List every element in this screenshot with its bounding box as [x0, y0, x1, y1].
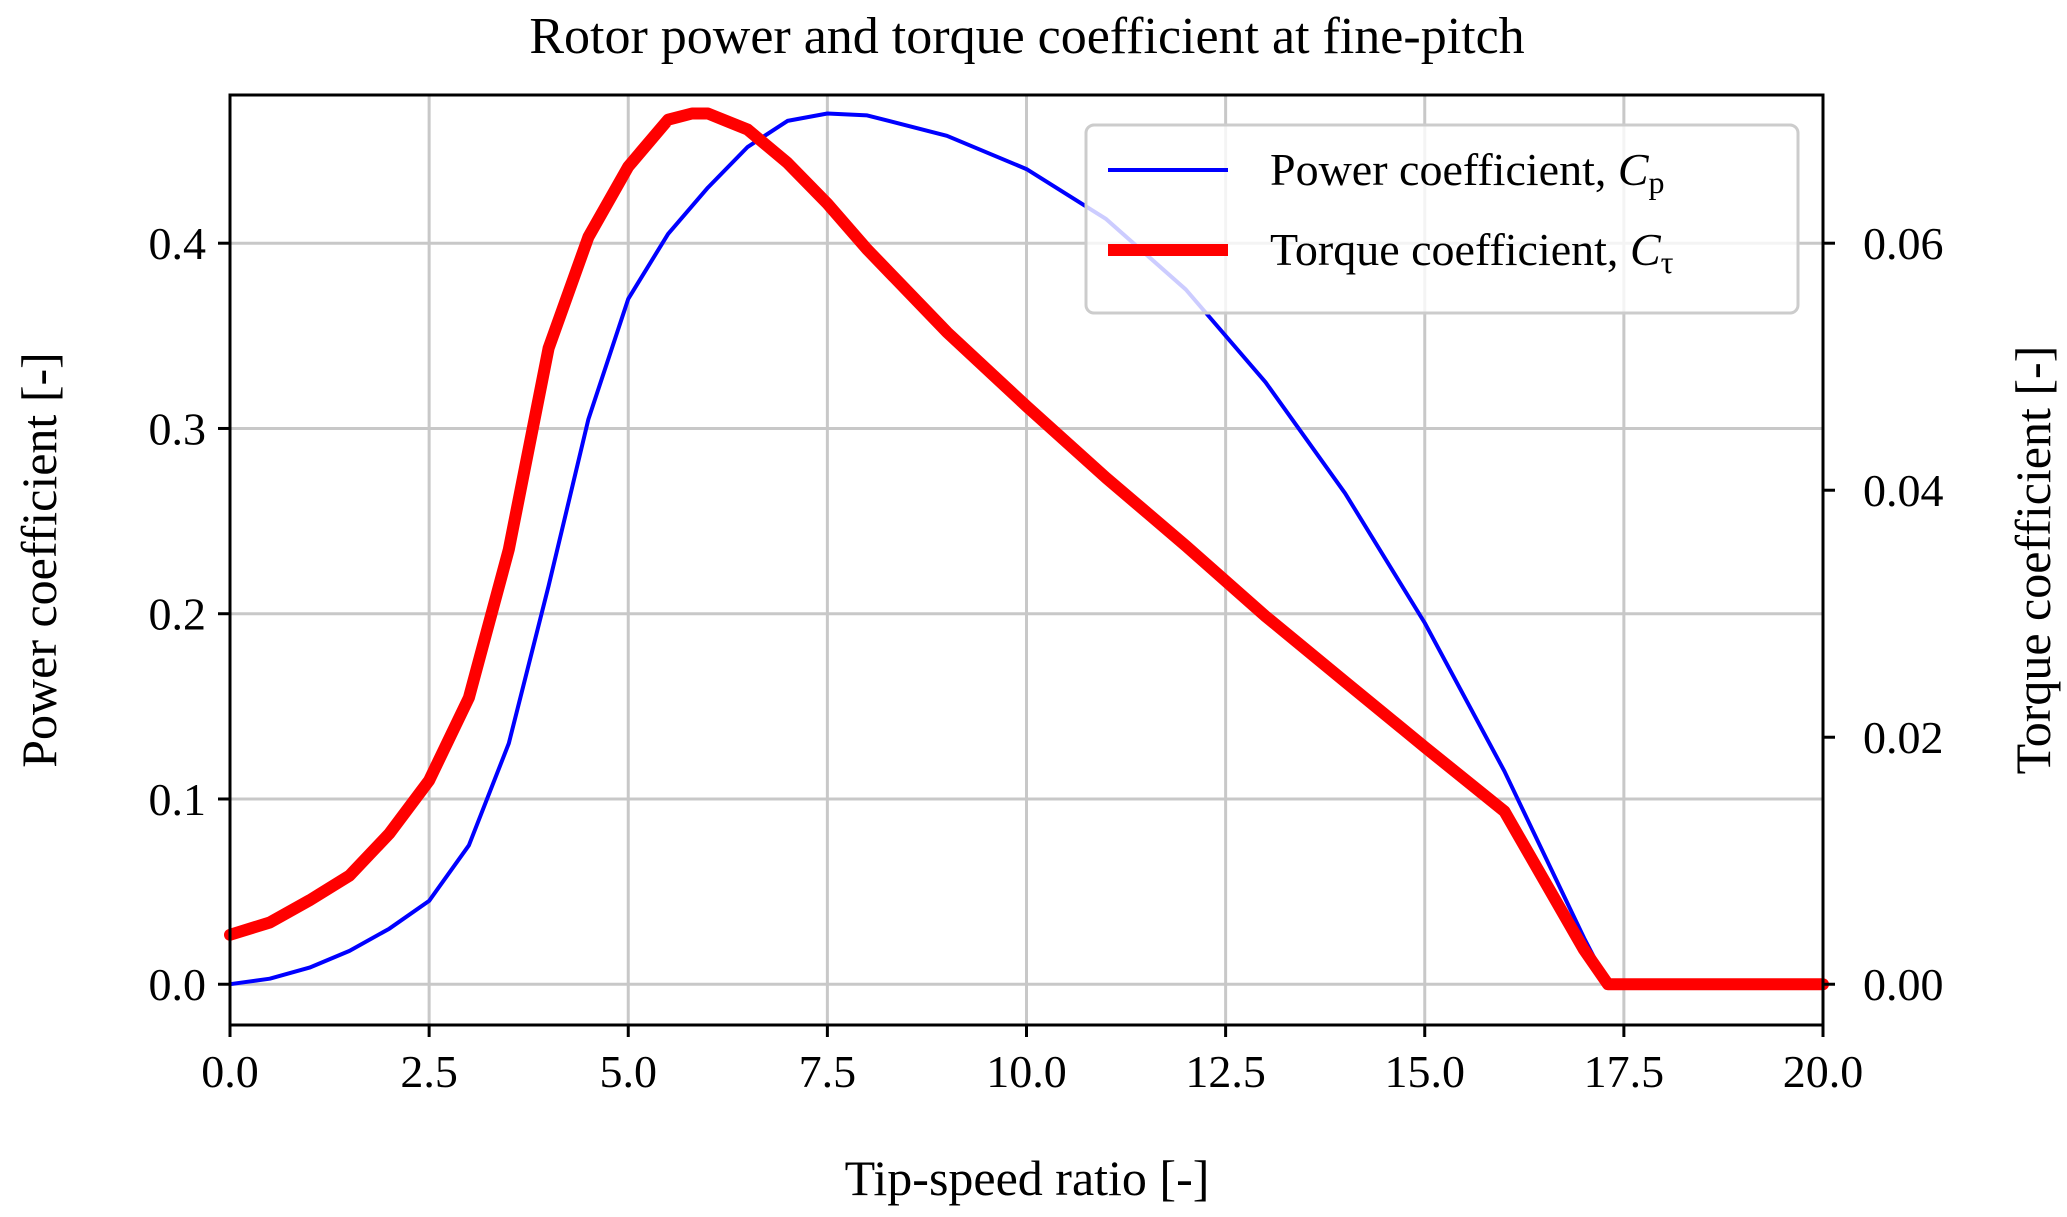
x-tick-label: 15.0 — [1385, 1046, 1466, 1097]
y-right-tick-label: 0.04 — [1863, 465, 1944, 516]
legend: Power coefficient, Cp Torque coefficient… — [1086, 125, 1798, 313]
x-tick-label: 7.5 — [799, 1046, 857, 1097]
y-axis-label: Power coefficient [-] — [11, 352, 67, 768]
y-tick-label: 0.0 — [149, 959, 207, 1010]
chart-title: Rotor power and torque coefficient at fi… — [529, 8, 1524, 65]
x-tick-label: 2.5 — [400, 1046, 458, 1097]
legend-label-ct-text: Torque coefficient, — [1270, 224, 1630, 275]
x-tick-label: 0.0 — [201, 1046, 259, 1097]
y-tick-label: 0.1 — [149, 774, 207, 825]
x-axis-label: Tip-speed ratio [-] — [845, 1150, 1210, 1206]
x-tick-label: 5.0 — [600, 1046, 658, 1097]
y-tick-label: 0.3 — [149, 403, 207, 454]
x-tick-label: 10.0 — [986, 1046, 1067, 1097]
legend-label-ct: Torque coefficient, Cτ — [1270, 224, 1674, 280]
legend-label-ct-sub: τ — [1661, 244, 1674, 280]
legend-label-cp: Power coefficient, Cp — [1270, 144, 1665, 200]
x-tick-label: 20.0 — [1783, 1046, 1864, 1097]
x-tick-label: 17.5 — [1584, 1046, 1665, 1097]
x-tick-label: 12.5 — [1185, 1046, 1266, 1097]
y-right-axis-label: Torque coefficient [-] — [2005, 346, 2061, 775]
y-right-tick-label: 0.02 — [1863, 712, 1944, 763]
y-tick-label: 0.4 — [149, 218, 207, 269]
axis-ticks: 0.0 2.5 5.0 7.5 10.0 12.5 15.0 17.5 20.0 0.0 0.1 0.… — [149, 218, 1944, 1097]
legend-label-cp-sub: p — [1649, 164, 1665, 200]
legend-label-cp-symbol: C — [1618, 144, 1650, 195]
y-tick-label: 0.2 — [149, 589, 207, 640]
y-right-tick-label: 0.06 — [1863, 218, 1944, 269]
y-right-tick-label: 0.00 — [1863, 959, 1944, 1010]
legend-label-cp-text: Power coefficient, — [1270, 144, 1618, 195]
legend-label-ct-symbol: C — [1630, 224, 1662, 275]
